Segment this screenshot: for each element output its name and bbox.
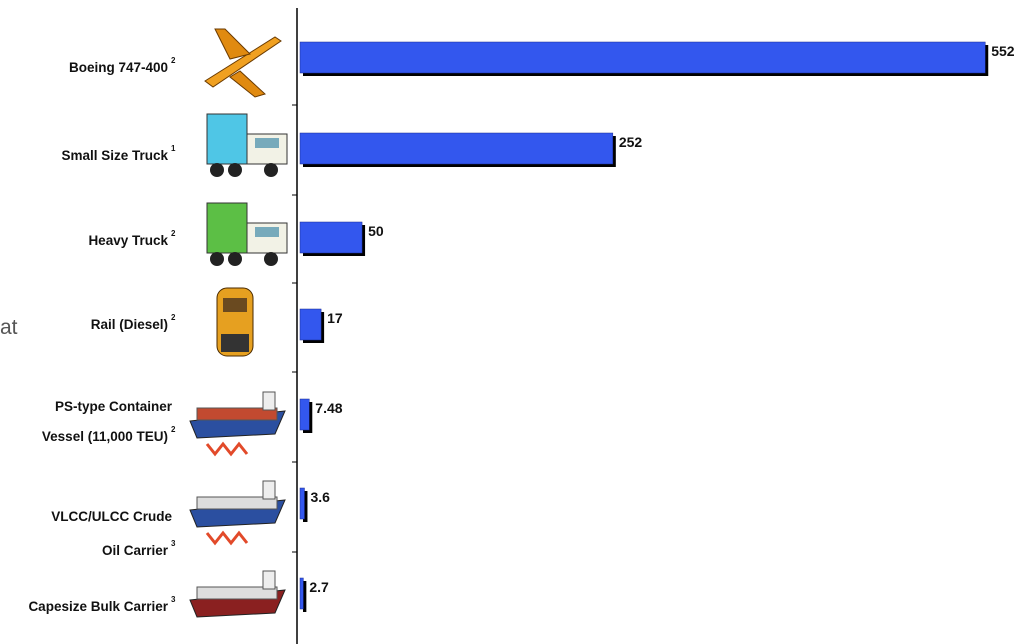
category-note: 2: [171, 229, 176, 238]
category-note: 2: [171, 425, 176, 434]
category-label: Boeing 747-400: [69, 60, 168, 75]
category-label: Oil Carrier: [102, 543, 169, 558]
wheel: [264, 163, 278, 177]
category-label: Vessel (11,000 TEU): [42, 429, 168, 444]
truck-box: [206, 202, 248, 254]
category-note: 2: [171, 313, 176, 322]
value-label: 50: [368, 223, 384, 239]
bar: [299, 577, 304, 610]
bar: [299, 132, 614, 165]
bar-shadow: [303, 581, 307, 612]
waves: [205, 441, 249, 457]
icon: [216, 287, 254, 357]
train-window: [223, 298, 247, 312]
icon: [189, 391, 286, 457]
ship-bridge: [262, 480, 276, 500]
value-label: 252: [619, 134, 643, 150]
value-label: 3.6: [310, 489, 330, 505]
value-label: 17: [327, 310, 343, 326]
icon: [206, 202, 288, 266]
train-grill: [221, 334, 249, 352]
category-note: 2: [171, 56, 176, 65]
icon: [189, 480, 286, 546]
value-label: 2.7: [309, 579, 329, 595]
ship-deck: [196, 407, 278, 421]
icon: [206, 113, 288, 177]
wing: [214, 28, 266, 98]
truck-box: [206, 113, 248, 165]
value-label: 7.48: [315, 400, 342, 416]
category-label: Capesize Bulk Carrier: [28, 599, 168, 614]
category-label: PS-type Container: [55, 399, 173, 414]
bar: [299, 221, 363, 254]
bar-shadow: [303, 491, 308, 522]
bar: [299, 41, 986, 74]
wheel: [264, 252, 278, 266]
bar: [299, 487, 305, 520]
plane: [204, 36, 282, 88]
category-note: 1: [171, 144, 176, 153]
waves: [205, 530, 249, 546]
category-label: Small Size Truck: [61, 148, 168, 163]
icon: [204, 28, 282, 98]
ship-deck: [196, 586, 278, 600]
icon: [189, 570, 286, 618]
wheel: [228, 252, 242, 266]
ship-deck: [196, 496, 278, 510]
side-text: at: [0, 316, 18, 339]
category-label: Heavy Truck: [88, 233, 168, 248]
wheel: [228, 163, 242, 177]
wheel: [210, 163, 224, 177]
truck-window: [255, 138, 279, 148]
category-label: Rail (Diesel): [91, 317, 168, 332]
truck-window: [255, 227, 279, 237]
bar: [299, 308, 322, 341]
ship-bridge: [262, 570, 276, 590]
category-label: VLCC/ULCC Crude: [51, 509, 172, 524]
value-label: 552: [991, 43, 1015, 59]
category-note: 3: [171, 595, 176, 604]
wheel: [210, 252, 224, 266]
category-note: 3: [171, 539, 176, 548]
ship-bridge: [262, 391, 276, 411]
bar: [299, 398, 310, 431]
